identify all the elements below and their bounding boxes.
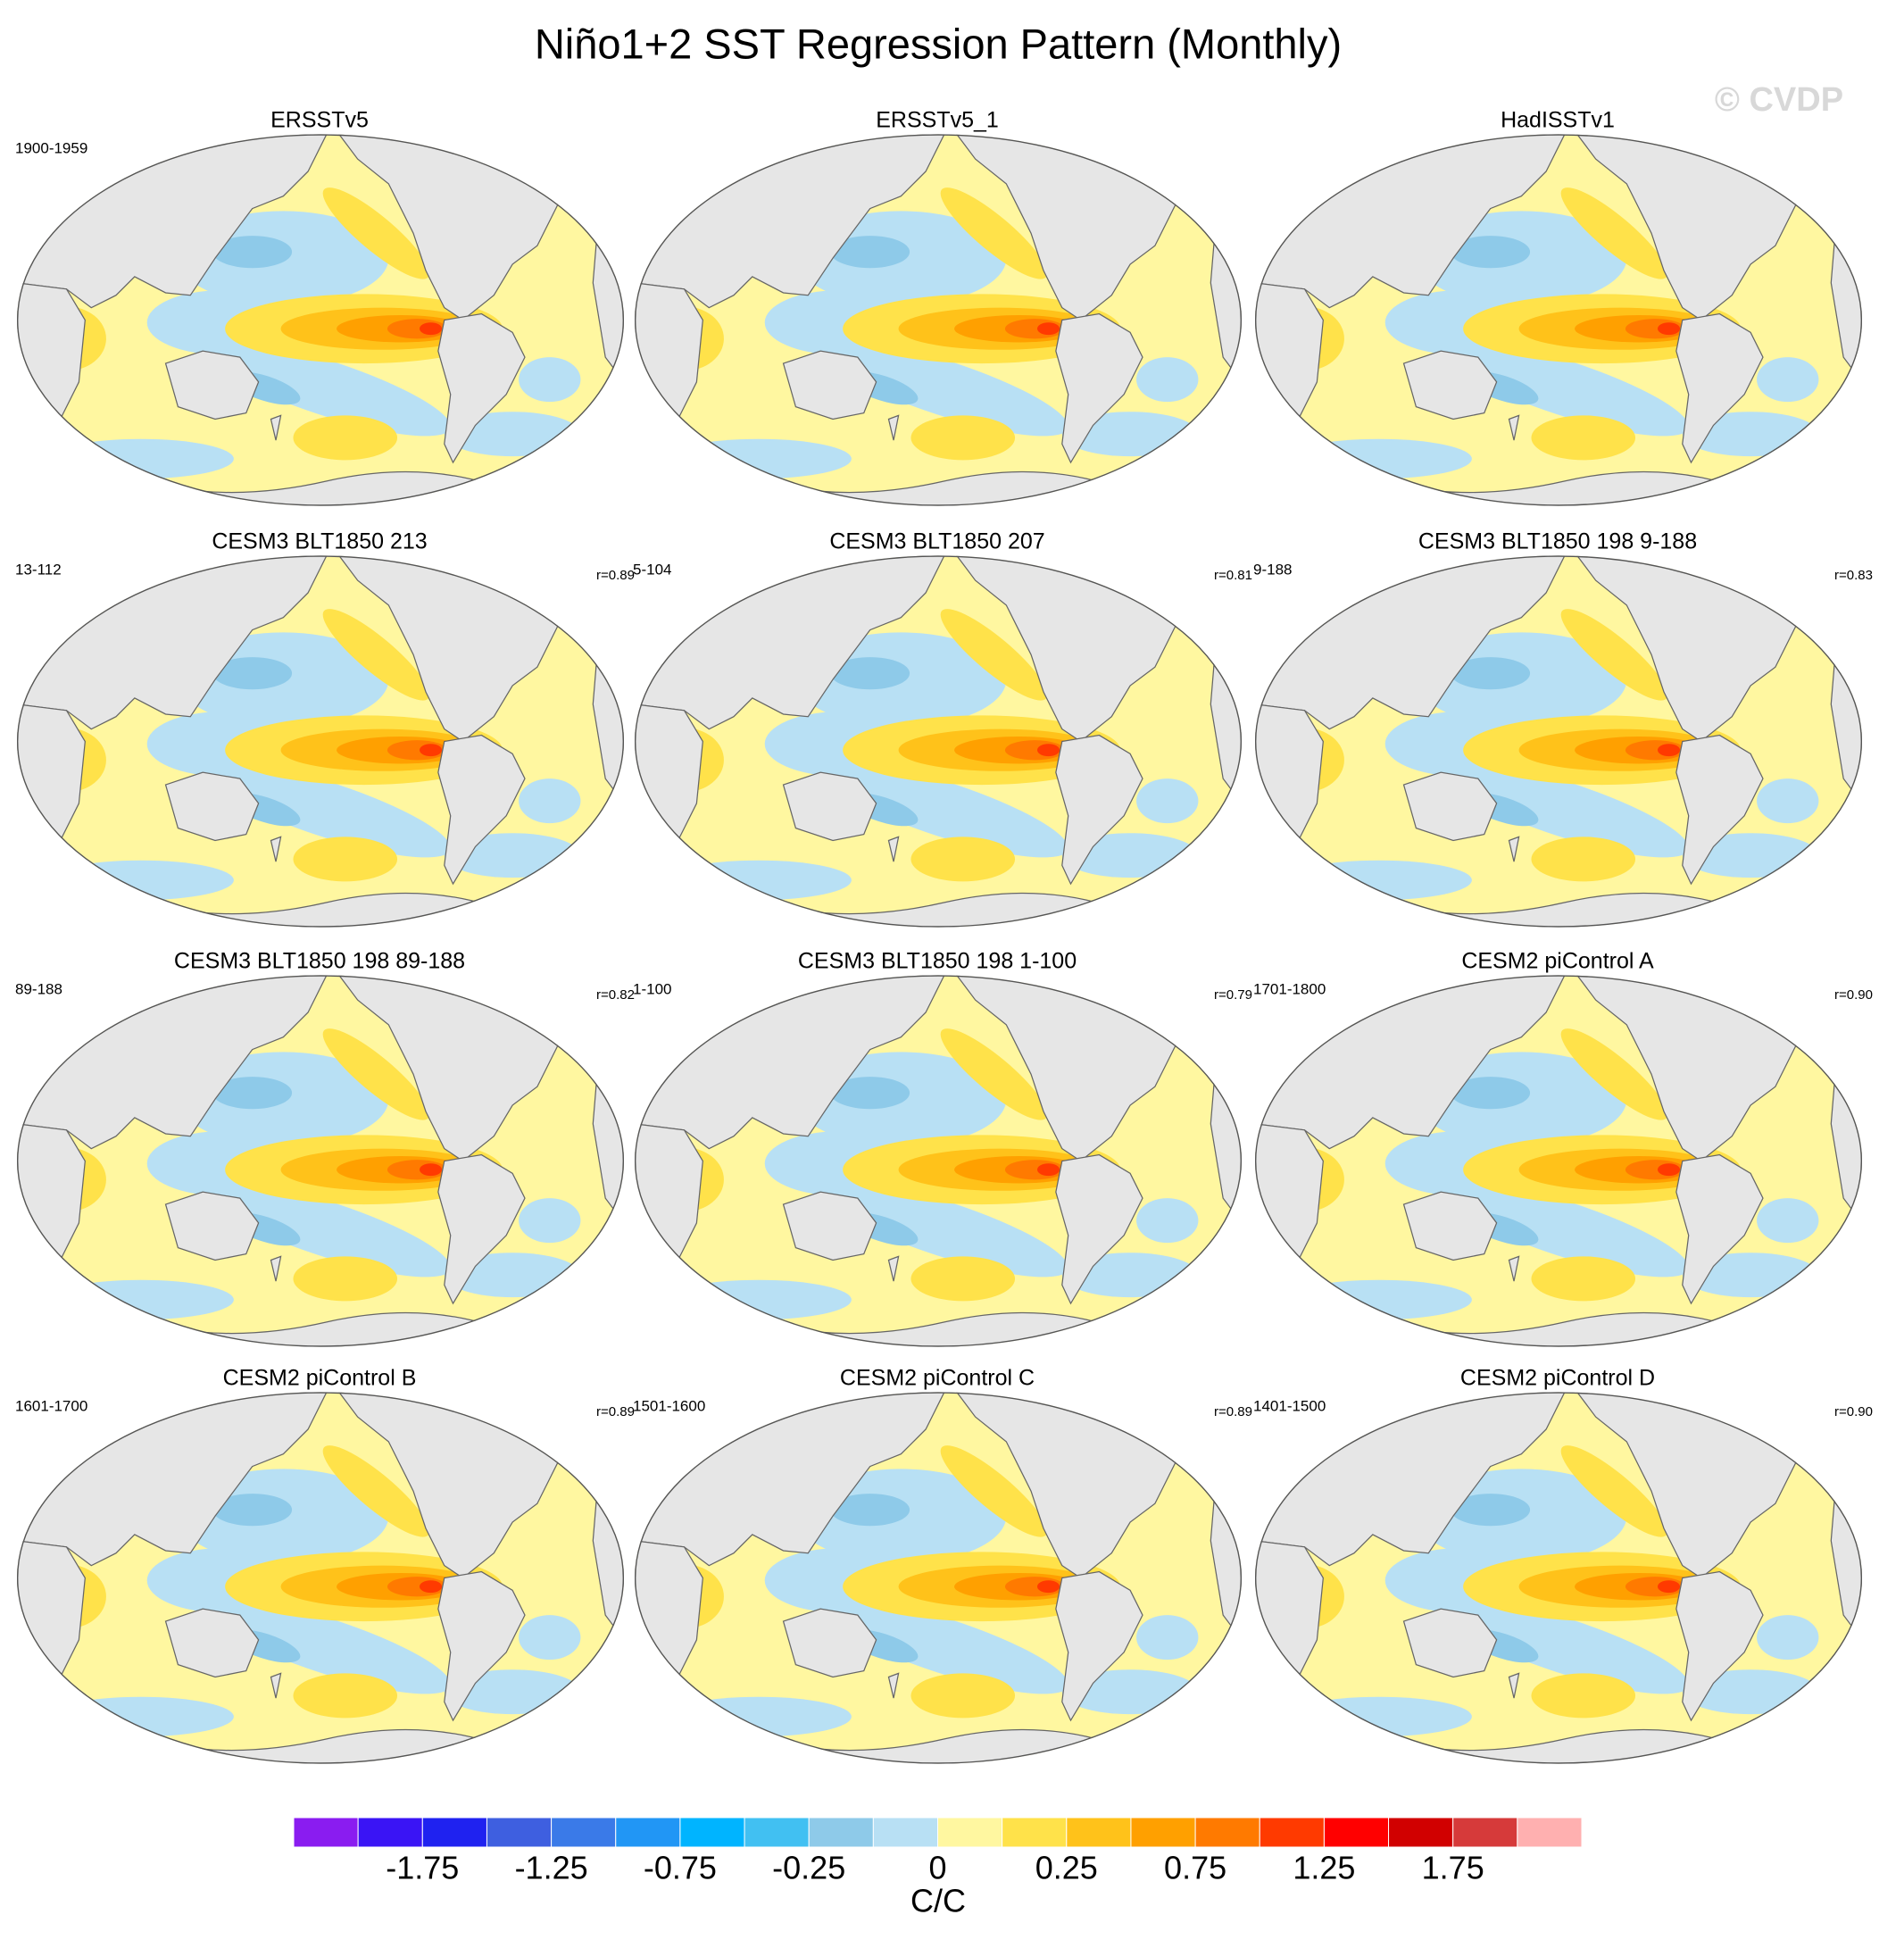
period-label: 1900-1959 bbox=[15, 139, 87, 156]
color-box bbox=[1066, 1817, 1132, 1848]
color-box bbox=[679, 1817, 745, 1848]
color-box bbox=[872, 1817, 938, 1848]
colorbar-tick-label: 1.75 bbox=[1422, 1850, 1484, 1886]
colorbar-label: C/C bbox=[910, 1883, 966, 1919]
panel-title: HadISSTv1 bbox=[1501, 108, 1615, 133]
correlation-label: r=0.90 bbox=[1834, 987, 1873, 1003]
period-label: 9-188 bbox=[1253, 561, 1292, 578]
panel-title: CESM3 BLT1850 198 89-188 bbox=[174, 949, 465, 974]
color-box bbox=[1259, 1817, 1325, 1848]
figure-title: Niño1+2 SST Regression Pattern (Monthly) bbox=[535, 20, 1342, 67]
colorbar-tick-label: -0.75 bbox=[644, 1850, 717, 1886]
panel-title: CESM3 BLT1850 198 1-100 bbox=[798, 949, 1077, 974]
map-panel bbox=[1255, 975, 1862, 1346]
map-panel bbox=[635, 975, 1242, 1346]
colorbar-tick-label: 1.25 bbox=[1293, 1850, 1355, 1886]
correlation-label: r=0.83 bbox=[1834, 568, 1873, 583]
color-box bbox=[937, 1817, 1003, 1848]
color-box bbox=[1130, 1817, 1196, 1848]
colorbar-tick-label: -1.75 bbox=[386, 1850, 459, 1886]
map-panel bbox=[17, 134, 624, 505]
panel-title: ERSSTv5_1 bbox=[876, 108, 999, 133]
period-label: 1-100 bbox=[633, 980, 671, 997]
color-box bbox=[808, 1817, 874, 1848]
panel-title: CESM2 piControl D bbox=[1460, 1366, 1655, 1391]
correlation-label: r=0.81 bbox=[1214, 568, 1252, 583]
period-label: 1601-1700 bbox=[15, 1397, 87, 1414]
colorbar-tick-label: 0 bbox=[928, 1850, 946, 1886]
color-box bbox=[1002, 1817, 1068, 1848]
colorbar-tick-label: 0.75 bbox=[1164, 1850, 1226, 1886]
panel-title: CESM3 BLT1850 207 bbox=[829, 529, 1044, 554]
map-panel bbox=[635, 555, 1242, 927]
color-box bbox=[1323, 1817, 1390, 1848]
color-box bbox=[551, 1817, 617, 1848]
color-box bbox=[1194, 1817, 1260, 1848]
color-box bbox=[357, 1817, 423, 1848]
color-box bbox=[1452, 1817, 1518, 1848]
panel-title: ERSSTv5 bbox=[270, 108, 369, 133]
panel-title: CESM2 piControl C bbox=[840, 1366, 1035, 1391]
colorbar-tick-label: 0.25 bbox=[1035, 1850, 1098, 1886]
correlation-label: r=0.82 bbox=[596, 987, 635, 1003]
panel-title: CESM3 BLT1850 213 bbox=[212, 529, 427, 554]
color-box bbox=[486, 1817, 553, 1848]
map-panel bbox=[635, 134, 1242, 505]
correlation-label: r=0.90 bbox=[1834, 1404, 1873, 1419]
watermark: © CVDP bbox=[1715, 81, 1843, 119]
map-panel bbox=[17, 555, 624, 927]
colorbar-tick-label: -1.25 bbox=[515, 1850, 588, 1886]
color-box bbox=[1388, 1817, 1454, 1848]
map-panel bbox=[1255, 555, 1862, 927]
correlation-label: r=0.89 bbox=[596, 1404, 635, 1419]
period-label: 1501-1600 bbox=[633, 1397, 705, 1414]
correlation-label: r=0.89 bbox=[596, 568, 635, 583]
correlation-label: r=0.79 bbox=[1214, 987, 1252, 1003]
period-label: 1401-1500 bbox=[1253, 1397, 1326, 1414]
period-label: 1701-1800 bbox=[1253, 980, 1326, 997]
map-panel bbox=[1255, 1392, 1862, 1763]
period-label: 5-104 bbox=[633, 561, 671, 578]
color-box bbox=[293, 1817, 359, 1848]
color-box bbox=[1517, 1817, 1583, 1848]
map-panel bbox=[635, 1392, 1242, 1763]
panel-title: CESM2 piControl A bbox=[1461, 949, 1654, 974]
map-panel bbox=[17, 1392, 624, 1763]
color-box bbox=[421, 1817, 487, 1848]
correlation-label: r=0.89 bbox=[1214, 1404, 1252, 1419]
period-label: 89-188 bbox=[15, 980, 62, 997]
color-box bbox=[744, 1817, 810, 1848]
panel-title: CESM3 BLT1850 198 9-188 bbox=[1418, 529, 1697, 554]
colorbar-tick-label: -0.25 bbox=[772, 1850, 845, 1886]
map-panel bbox=[1255, 134, 1862, 505]
color-box bbox=[615, 1817, 681, 1848]
panel-title: CESM2 piControl B bbox=[223, 1366, 417, 1391]
map-panel bbox=[17, 975, 624, 1346]
period-label: 13-112 bbox=[15, 561, 62, 578]
